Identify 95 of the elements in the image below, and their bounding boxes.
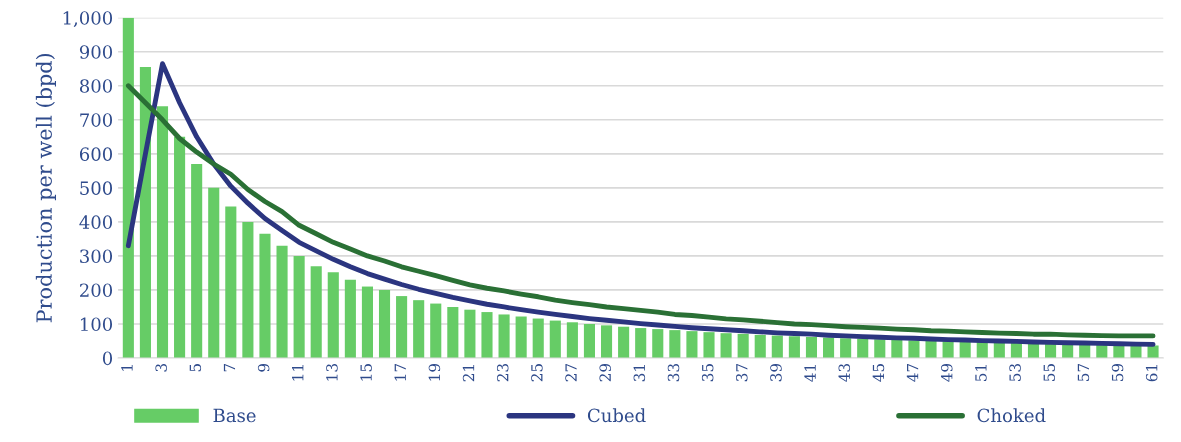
bar bbox=[754, 334, 766, 359]
x-tick-label: 13 bbox=[326, 364, 338, 381]
y-tick-label: 500 bbox=[80, 181, 113, 195]
y-tick-label: 900 bbox=[79, 45, 113, 59]
x-tick-label: 61 bbox=[1145, 365, 1158, 382]
x-tick-label: 3 bbox=[155, 364, 167, 372]
bar bbox=[430, 303, 442, 359]
x-tick-label: 35 bbox=[701, 364, 714, 382]
bar bbox=[891, 339, 903, 359]
x-tick-label: 53 bbox=[1009, 364, 1021, 382]
bar bbox=[464, 309, 476, 359]
bar bbox=[156, 106, 169, 359]
bar bbox=[669, 330, 681, 359]
x-tick-label: 43 bbox=[838, 364, 851, 382]
bar bbox=[600, 325, 613, 359]
x-tick-label: 41 bbox=[804, 365, 816, 382]
bar bbox=[925, 340, 937, 359]
bar bbox=[959, 341, 971, 359]
x-tick-label: 39 bbox=[770, 363, 782, 382]
bar bbox=[276, 245, 288, 359]
x-tick-label: 57 bbox=[1077, 363, 1090, 382]
x-tick-label: 7 bbox=[223, 363, 236, 372]
y-tick-label: 800 bbox=[79, 79, 113, 93]
bar bbox=[310, 266, 322, 359]
x-tick-label: 29 bbox=[599, 363, 611, 382]
x-tick-label: 21 bbox=[462, 365, 475, 382]
y-tick-label: 400 bbox=[79, 215, 113, 229]
x-tick-label: 59 bbox=[1111, 363, 1124, 382]
bar bbox=[242, 221, 254, 359]
y-axis-title: Production per well (bpd) bbox=[35, 53, 56, 323]
bar bbox=[532, 318, 544, 359]
y-tick-label: 600 bbox=[79, 147, 113, 161]
x-tick-label: 37 bbox=[736, 363, 748, 382]
x-tick-label: 33 bbox=[667, 364, 680, 382]
bar bbox=[481, 312, 493, 359]
legend-label: Choked bbox=[977, 408, 1046, 423]
bar bbox=[447, 306, 459, 359]
bar bbox=[498, 314, 510, 359]
bar bbox=[327, 272, 339, 359]
bar bbox=[771, 335, 783, 359]
x-tick-label: 9 bbox=[257, 363, 270, 372]
bar bbox=[840, 338, 852, 359]
bar bbox=[378, 289, 391, 359]
x-tick-label: 17 bbox=[394, 363, 406, 381]
bar bbox=[823, 337, 835, 359]
bar bbox=[122, 17, 134, 359]
x-tick-label: 5 bbox=[189, 364, 202, 372]
bar bbox=[566, 322, 578, 359]
bar bbox=[652, 329, 664, 359]
y-tick-label: 300 bbox=[80, 249, 113, 264]
bar bbox=[703, 332, 715, 359]
bar bbox=[874, 339, 886, 359]
bar bbox=[396, 296, 408, 359]
y-tick-label: 100 bbox=[80, 317, 113, 332]
bar bbox=[549, 320, 561, 359]
x-tick-label: 23 bbox=[496, 364, 509, 382]
bar bbox=[515, 316, 527, 359]
bar bbox=[1147, 345, 1159, 359]
bar bbox=[788, 336, 800, 359]
bar bbox=[618, 326, 630, 359]
x-tick-label: 47 bbox=[906, 363, 919, 382]
bar bbox=[686, 331, 698, 359]
legend-label: Base bbox=[213, 408, 256, 423]
bar bbox=[908, 340, 920, 359]
bar bbox=[191, 164, 203, 359]
legend-label: Cubed bbox=[587, 408, 646, 423]
bar bbox=[805, 336, 818, 359]
bar bbox=[635, 328, 647, 359]
x-tick-label: 11 bbox=[292, 365, 304, 381]
x-tick-label: 49 bbox=[940, 363, 953, 382]
bar bbox=[344, 279, 356, 359]
x-tick-label: 19 bbox=[428, 363, 441, 381]
bar bbox=[857, 338, 869, 359]
bar bbox=[174, 136, 186, 359]
x-tick-label: 27 bbox=[565, 363, 577, 382]
bar bbox=[208, 187, 220, 359]
y-tick-label: 700 bbox=[80, 113, 113, 127]
bar bbox=[720, 333, 732, 359]
x-tick-label: 45 bbox=[872, 364, 885, 382]
x-tick-label: 25 bbox=[531, 364, 543, 382]
bar bbox=[361, 286, 373, 359]
bar bbox=[737, 333, 749, 359]
bar bbox=[413, 300, 425, 359]
bar bbox=[225, 206, 237, 359]
x-tick-label: 15 bbox=[360, 364, 372, 381]
bar bbox=[583, 323, 596, 359]
bar bbox=[259, 233, 271, 359]
bar bbox=[293, 255, 305, 359]
x-tick-label: 55 bbox=[1043, 364, 1055, 382]
x-tick-label: 1 bbox=[121, 365, 133, 371]
y-tick-label: 200 bbox=[80, 283, 113, 298]
x-tick-label: 31 bbox=[633, 365, 646, 382]
x-tick-label: 51 bbox=[975, 365, 987, 382]
y-tick-label: 0 bbox=[102, 351, 113, 366]
y-tick-label: 1,000 bbox=[63, 11, 113, 27]
